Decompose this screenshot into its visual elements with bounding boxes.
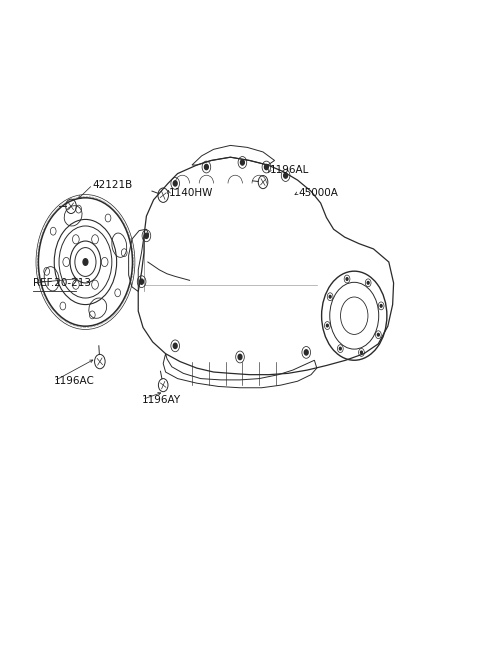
Circle shape xyxy=(380,305,382,307)
Circle shape xyxy=(238,354,242,360)
Circle shape xyxy=(326,324,328,327)
Circle shape xyxy=(304,350,308,355)
Text: 1196AC: 1196AC xyxy=(54,376,95,386)
Circle shape xyxy=(140,279,144,284)
Text: 1140HW: 1140HW xyxy=(169,188,213,198)
Text: 42121B: 42121B xyxy=(93,179,133,190)
Circle shape xyxy=(339,347,341,350)
Circle shape xyxy=(329,295,331,298)
Circle shape xyxy=(204,164,208,170)
Text: 1196AL: 1196AL xyxy=(270,165,309,176)
Circle shape xyxy=(264,164,268,170)
Text: 1196AY: 1196AY xyxy=(142,394,181,405)
Circle shape xyxy=(240,160,244,165)
Circle shape xyxy=(83,259,88,265)
Circle shape xyxy=(377,333,379,336)
Text: REF.20-213: REF.20-213 xyxy=(33,278,91,288)
Circle shape xyxy=(367,282,369,284)
Text: 45000A: 45000A xyxy=(299,187,338,198)
Circle shape xyxy=(284,173,288,178)
Circle shape xyxy=(173,181,177,186)
Circle shape xyxy=(144,233,148,238)
Circle shape xyxy=(360,351,362,354)
Circle shape xyxy=(346,278,348,280)
Circle shape xyxy=(173,343,177,348)
